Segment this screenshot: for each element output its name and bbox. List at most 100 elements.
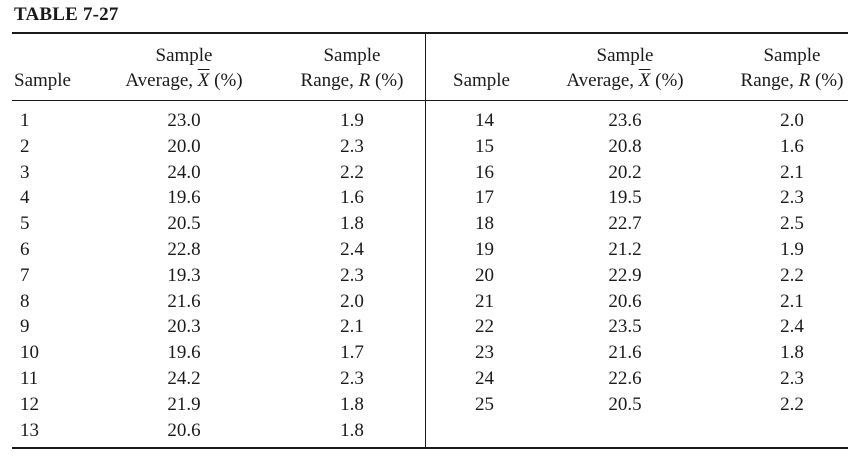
cell-sample: 2 xyxy=(20,135,30,157)
cell-range: 2.3 xyxy=(340,367,364,389)
table-row: 14 23.6 2.0 xyxy=(475,108,855,134)
cell-average: 20.2 xyxy=(608,161,642,183)
table-row: 24 22.6 2.3 xyxy=(475,366,855,392)
cell-average: 20.6 xyxy=(608,290,642,312)
table-caption: TABLE 7-27 xyxy=(14,4,119,25)
cell-average: 20.6 xyxy=(167,419,201,441)
cell-sample: 15 xyxy=(475,135,494,157)
cell-range: 2.1 xyxy=(780,161,804,183)
table-row: 11 24.2 2.3 xyxy=(20,366,420,392)
table-row: 7 19.3 2.3 xyxy=(20,263,420,289)
header-average-left: Sample Average, X (%) xyxy=(125,45,243,91)
table-row: 5 20.5 1.8 xyxy=(20,211,420,237)
header-range-left: Sample Range, R (%) xyxy=(300,45,404,91)
cell-range: 2.4 xyxy=(340,238,364,260)
table-row: 8 21.6 2.0 xyxy=(20,289,420,315)
cell-range: 1.9 xyxy=(780,238,804,260)
cell-average: 23.5 xyxy=(608,316,642,338)
cell-average: 20.5 xyxy=(167,213,201,235)
cell-range: 2.3 xyxy=(340,264,364,286)
table-row: 13 20.6 1.8 xyxy=(20,418,420,444)
cell-average: 20.5 xyxy=(608,393,642,415)
cell-range: 2.1 xyxy=(340,316,364,338)
table-row: 23 21.6 1.8 xyxy=(475,340,855,366)
table-row: 12 21.9 1.8 xyxy=(20,392,420,418)
cell-sample: 23 xyxy=(475,342,494,364)
cell-sample: 7 xyxy=(20,264,30,286)
table-column-divider xyxy=(425,33,426,447)
cell-average: 22.6 xyxy=(608,367,642,389)
table-bottom-rule xyxy=(12,447,848,449)
table-row: 19 21.2 1.9 xyxy=(475,237,855,263)
cell-sample: 14 xyxy=(475,110,494,131)
table-row: 4 19.6 1.6 xyxy=(20,185,420,211)
cell-range: 1.7 xyxy=(340,342,364,364)
cell-range: 2.0 xyxy=(780,110,804,131)
table-row: 17 19.5 2.3 xyxy=(475,185,855,211)
cell-sample: 10 xyxy=(20,342,39,364)
cell-average: 21.6 xyxy=(167,290,201,312)
table-row: 18 22.7 2.5 xyxy=(475,211,855,237)
table-row: 1 23.0 1.9 xyxy=(20,108,420,134)
cell-average: 24.0 xyxy=(167,161,201,183)
cell-average: 19.3 xyxy=(167,264,201,286)
header-range-right: Sample Range, R (%) xyxy=(740,45,844,91)
cell-average: 22.7 xyxy=(608,213,642,235)
cell-range: 1.6 xyxy=(780,135,804,157)
table-row: 16 20.2 2.1 xyxy=(475,160,855,186)
cell-sample: 6 xyxy=(20,238,30,260)
cell-range: 2.4 xyxy=(780,316,804,338)
cell-average: 21.9 xyxy=(167,393,201,415)
cell-range: 2.3 xyxy=(780,367,804,389)
cell-range: 2.1 xyxy=(780,290,804,312)
cell-sample: 11 xyxy=(20,367,39,389)
cell-sample: 8 xyxy=(20,290,30,312)
cell-average: 22.9 xyxy=(608,264,642,286)
cell-sample: 1 xyxy=(20,110,30,131)
cell-average: 19.6 xyxy=(167,187,201,209)
cell-range: 2.0 xyxy=(340,290,364,312)
cell-range: 2.2 xyxy=(780,264,804,286)
cell-sample: 3 xyxy=(20,161,30,183)
header-average-right: Sample Average, X (%) xyxy=(566,45,684,91)
cell-average: 21.6 xyxy=(608,342,642,364)
cell-range: 2.3 xyxy=(780,187,804,209)
table-row: 9 20.3 2.1 xyxy=(20,314,420,340)
table-row: 6 22.8 2.4 xyxy=(20,237,420,263)
cell-sample: 22 xyxy=(475,316,494,338)
cell-sample: 9 xyxy=(20,316,30,338)
cell-sample: 13 xyxy=(20,419,39,441)
cell-sample: 18 xyxy=(475,213,494,235)
cell-range: 1.8 xyxy=(780,342,804,364)
cell-range: 1.6 xyxy=(340,187,364,209)
cell-sample: 20 xyxy=(475,264,494,286)
cell-average: 19.5 xyxy=(608,187,642,209)
table-row: 2 20.0 2.3 xyxy=(20,134,420,160)
cell-average: 20.0 xyxy=(167,135,201,157)
cell-sample: 21 xyxy=(475,290,494,312)
table-body-right: 14 23.6 2.0 15 20.8 1.6 16 20.2 2.1 17 19.5 2.3 … xyxy=(475,108,855,418)
cell-range: 2.2 xyxy=(780,393,804,415)
cell-range: 1.8 xyxy=(340,419,364,441)
cell-sample: 16 xyxy=(475,161,494,183)
cell-sample: 4 xyxy=(20,187,30,209)
cell-range: 1.8 xyxy=(340,213,364,235)
table-row: 10 19.6 1.7 xyxy=(20,340,420,366)
table-row: 3 24.0 2.2 xyxy=(20,160,420,186)
cell-average: 23.6 xyxy=(608,110,642,131)
cell-average: 23.0 xyxy=(167,110,201,131)
cell-sample: 12 xyxy=(20,393,39,415)
table-row: 22 23.5 2.4 xyxy=(475,314,855,340)
cell-range: 1.8 xyxy=(340,393,364,415)
cell-average: 20.3 xyxy=(167,316,201,338)
table-header-rule xyxy=(12,100,848,101)
cell-sample: 25 xyxy=(475,393,494,415)
cell-average: 20.8 xyxy=(608,135,642,157)
cell-average: 22.8 xyxy=(167,238,201,260)
cell-average: 19.6 xyxy=(167,342,201,364)
table-row: 21 20.6 2.1 xyxy=(475,289,855,315)
cell-average: 21.2 xyxy=(608,238,642,260)
cell-range: 2.2 xyxy=(340,161,364,183)
table-row: 15 20.8 1.6 xyxy=(475,134,855,160)
cell-average: 24.2 xyxy=(167,367,201,389)
